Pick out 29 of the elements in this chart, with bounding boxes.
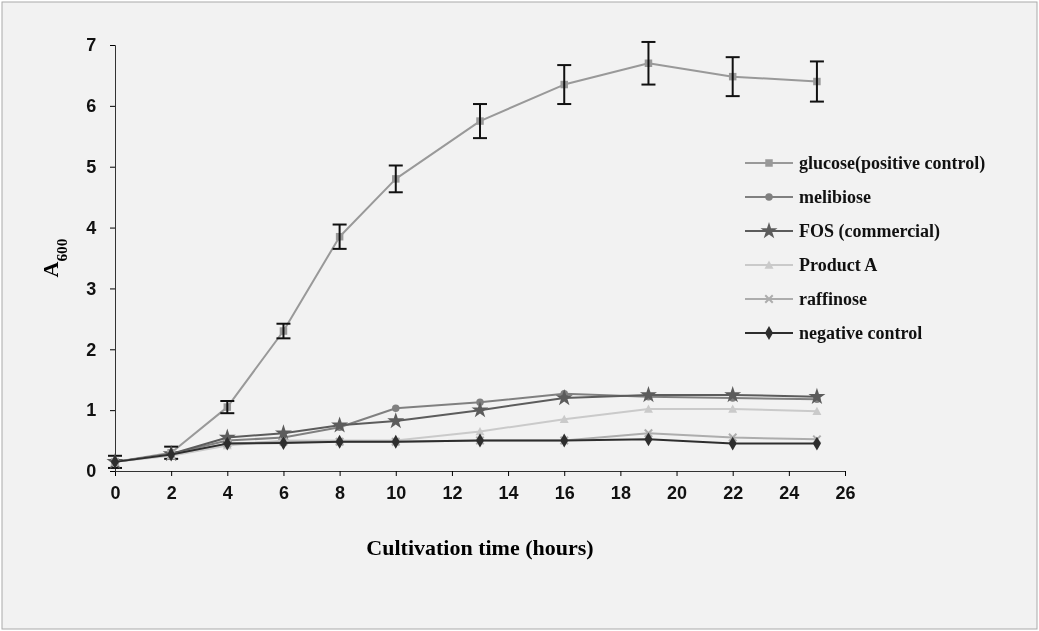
legend-label: Product A (799, 255, 878, 275)
x-tick-label: 2 (166, 482, 177, 503)
x-tick-label: 26 (835, 482, 856, 503)
y-tick-label: 2 (86, 339, 97, 360)
x-tick-label: 14 (498, 482, 519, 503)
legend-label: melibiose (799, 187, 871, 207)
x-tick-label: 20 (667, 482, 688, 503)
x-tick-label: 22 (723, 482, 744, 503)
y-tick-label: 0 (86, 461, 97, 482)
y-tick-label: 5 (86, 156, 97, 177)
x-tick-label: 4 (222, 482, 233, 503)
x-tick-label: 12 (442, 482, 463, 503)
x-tick-label: 6 (278, 482, 289, 503)
y-tick-label: 4 (86, 217, 97, 238)
x-tick-label: 16 (554, 482, 575, 503)
legend-label: raffinose (799, 289, 867, 309)
y-tick-label: 3 (86, 278, 97, 299)
y-tick-label: 1 (86, 400, 97, 421)
x-tick-label: 10 (386, 482, 407, 503)
legend-label: glucose(positive control) (799, 153, 986, 174)
x-tick-label: 24 (779, 482, 800, 503)
x-tick-label: 8 (335, 482, 346, 503)
x-tick-label: 18 (610, 482, 631, 503)
x-axis-title: Cultivation time (hours) (366, 535, 594, 560)
legend-label: negative control (799, 323, 923, 343)
legend-label: FOS (commercial) (799, 221, 941, 242)
y-tick-label: 7 (86, 35, 97, 56)
x-tick-label: 0 (110, 482, 121, 503)
y-tick-label: 6 (86, 96, 97, 117)
